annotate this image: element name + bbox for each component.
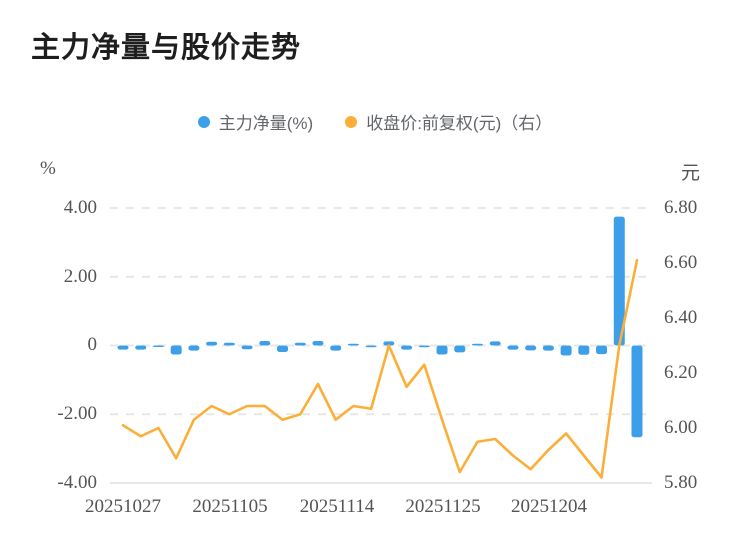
x-tick: 20251114 (299, 496, 375, 517)
chart-title: 主力净量与股价走势 (31, 32, 302, 64)
y-right-tick: 6.60 (664, 252, 698, 273)
x-tick: 20251105 (192, 496, 268, 517)
y-left-tick: 0 (87, 334, 98, 355)
y-right-tick: 6.80 (664, 197, 698, 218)
x-tick: 20251125 (405, 496, 481, 517)
left-axis-unit: % (40, 158, 56, 179)
legend-dot-icon (345, 115, 358, 128)
x-tick: 20251027 (85, 496, 161, 517)
y-left-tick: 4.00 (63, 197, 97, 218)
y-right-tick: 6.20 (664, 362, 698, 383)
y-right-tick: 6.00 (664, 417, 698, 438)
y-left-tick: -2.00 (57, 403, 97, 424)
right-axis-unit: 元 (681, 163, 701, 184)
legend: 主力净量(%) 收盘价:前复权(元)（右） (0, 109, 750, 134)
legend-dot-icon (197, 115, 210, 128)
legend-label: 收盘价:前复权(元)（右） (366, 114, 553, 133)
legend-item-main-net[interactable]: 主力净量(%) (197, 109, 314, 134)
y-left-tick: -4.00 (57, 472, 97, 493)
x-tick: 20251204 (511, 496, 587, 517)
legend-label: 主力净量(%) (218, 114, 314, 133)
y-right-tick: 5.80 (664, 472, 698, 493)
y-left-tick: 2.00 (63, 266, 97, 287)
legend-item-close-price[interactable]: 收盘价:前复权(元)（右） (345, 109, 552, 134)
y-right-tick: 6.40 (664, 307, 698, 328)
